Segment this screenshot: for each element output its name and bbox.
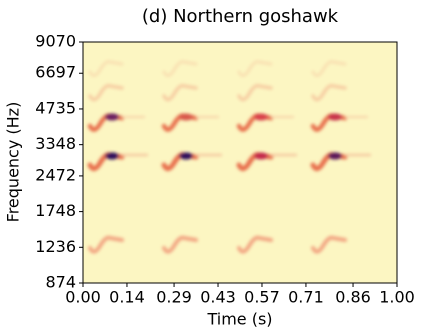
spectral-band xyxy=(237,60,273,77)
spectral-peak xyxy=(179,113,193,121)
spectral-band xyxy=(88,235,124,254)
spectral-peak xyxy=(328,113,342,121)
spectral-band xyxy=(237,235,273,254)
x-tick-label: 0.29 xyxy=(156,288,192,307)
y-tick-label: 3348 xyxy=(35,134,76,153)
spectral-band xyxy=(162,60,198,77)
x-tick-label: 1.00 xyxy=(379,288,415,307)
spectrogram-image xyxy=(87,60,371,254)
y-tick-label: 4735 xyxy=(35,98,76,117)
spectral-peak xyxy=(105,152,119,160)
spectral-band xyxy=(88,60,124,77)
spectral-peak xyxy=(254,152,268,160)
chart-title: (d) Northern goshawk xyxy=(142,6,339,27)
x-tick-label: 0.71 xyxy=(288,288,324,307)
spectral-band xyxy=(237,83,273,102)
x-axis-label: Time (s) xyxy=(206,310,272,329)
y-tick-label: 6697 xyxy=(35,63,76,82)
x-tick-label: 0.57 xyxy=(244,288,280,307)
y-tick-label: 1748 xyxy=(35,201,76,220)
spectral-band xyxy=(162,235,198,254)
spectral-peak xyxy=(105,113,119,121)
y-tick-label: 2472 xyxy=(35,165,76,184)
plot-frame xyxy=(82,41,398,284)
x-tick-label: 0.43 xyxy=(200,288,236,307)
spectral-band xyxy=(162,83,198,102)
plot-background xyxy=(83,42,397,283)
spectral-band xyxy=(311,83,347,102)
spectral-band xyxy=(311,60,347,77)
x-tick-label: 0.14 xyxy=(109,288,145,307)
spectral-band xyxy=(311,235,347,254)
y-tick-label: 874 xyxy=(45,273,76,292)
x-tick-label: 0.86 xyxy=(335,288,371,307)
spectral-band xyxy=(88,83,124,102)
x-tick-label: 0.00 xyxy=(65,288,101,307)
y-tick-label: 9070 xyxy=(35,32,76,51)
spectral-peak xyxy=(254,113,268,121)
y-axis-label: Frequency (Hz) xyxy=(4,102,23,223)
spectral-peak xyxy=(328,152,342,160)
y-tick-label: 1236 xyxy=(35,237,76,256)
spectral-peak xyxy=(179,152,193,160)
